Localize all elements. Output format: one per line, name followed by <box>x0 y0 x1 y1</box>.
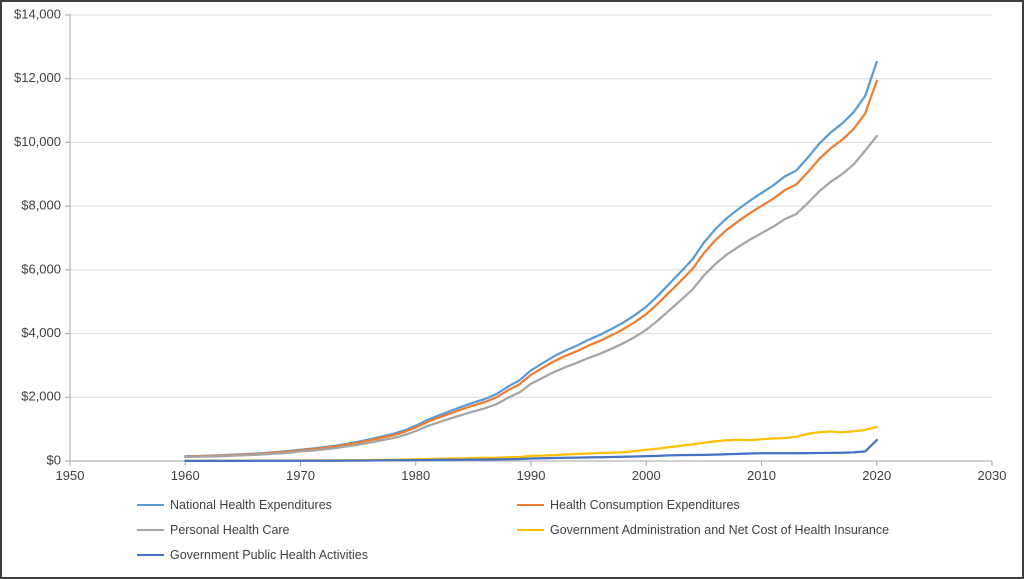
y-axis-tick-label: $14,000 <box>14 6 61 21</box>
series-line-personal-health-care <box>184 134 878 459</box>
legend-label: Government Public Health Activities <box>170 548 369 562</box>
y-axis-tick-label: $8,000 <box>21 198 61 213</box>
legend-item-government-public-health-activities: Government Public Health Activities <box>137 547 517 563</box>
series-line-government-administration-and-net-cost-of-health-insurance <box>184 425 878 462</box>
x-axis-tick-label: 2030 <box>978 468 1007 483</box>
legend-item-health-consumption-expenditures: Health Consumption Expenditures <box>517 497 1022 513</box>
chart-legend: National Health Expenditures Health Consu… <box>2 497 1022 563</box>
x-axis-tick-label: 1950 <box>56 468 85 483</box>
legend-line-swatch <box>517 503 544 507</box>
legend-item-government-administration-and-net-cost-of-health-insurance: Government Administration and Net Cost o… <box>517 522 1022 538</box>
y-axis-tick-label: $2,000 <box>21 389 61 404</box>
legend-item-national-health-expenditures: National Health Expenditures <box>137 497 517 513</box>
legend-line-swatch <box>137 503 164 507</box>
legend-label: National Health Expenditures <box>170 498 332 512</box>
legend-label: Government Administration and Net Cost o… <box>550 523 890 537</box>
legend-line-swatch <box>137 528 164 532</box>
x-axis-tick-label: 1980 <box>401 468 430 483</box>
x-axis-tick-label: 1970 <box>286 468 315 483</box>
x-axis-tick-label: 1990 <box>517 468 546 483</box>
series-line-government-public-health-activities <box>184 438 878 463</box>
x-axis-tick-label: 2020 <box>862 468 891 483</box>
legend-label: Personal Health Care <box>170 523 290 537</box>
y-axis-tick-label: $6,000 <box>21 261 61 276</box>
x-axis-tick-label: 2010 <box>747 468 776 483</box>
y-axis-tick-label: $10,000 <box>14 134 61 149</box>
series-line-health-consumption-expenditures <box>184 79 878 458</box>
legend-item-personal-health-care: Personal Health Care <box>137 522 517 538</box>
y-axis-tick-label: $0 <box>47 452 61 467</box>
legend-label: Health Consumption Expenditures <box>550 498 740 512</box>
y-axis-tick-label: $12,000 <box>14 70 61 85</box>
legend-line-swatch <box>137 553 164 557</box>
x-axis-tick-label: 2000 <box>632 468 661 483</box>
legend-line-swatch <box>517 528 544 532</box>
y-axis-tick-label: $4,000 <box>21 325 61 340</box>
x-axis-tick-label: 1960 <box>171 468 200 483</box>
